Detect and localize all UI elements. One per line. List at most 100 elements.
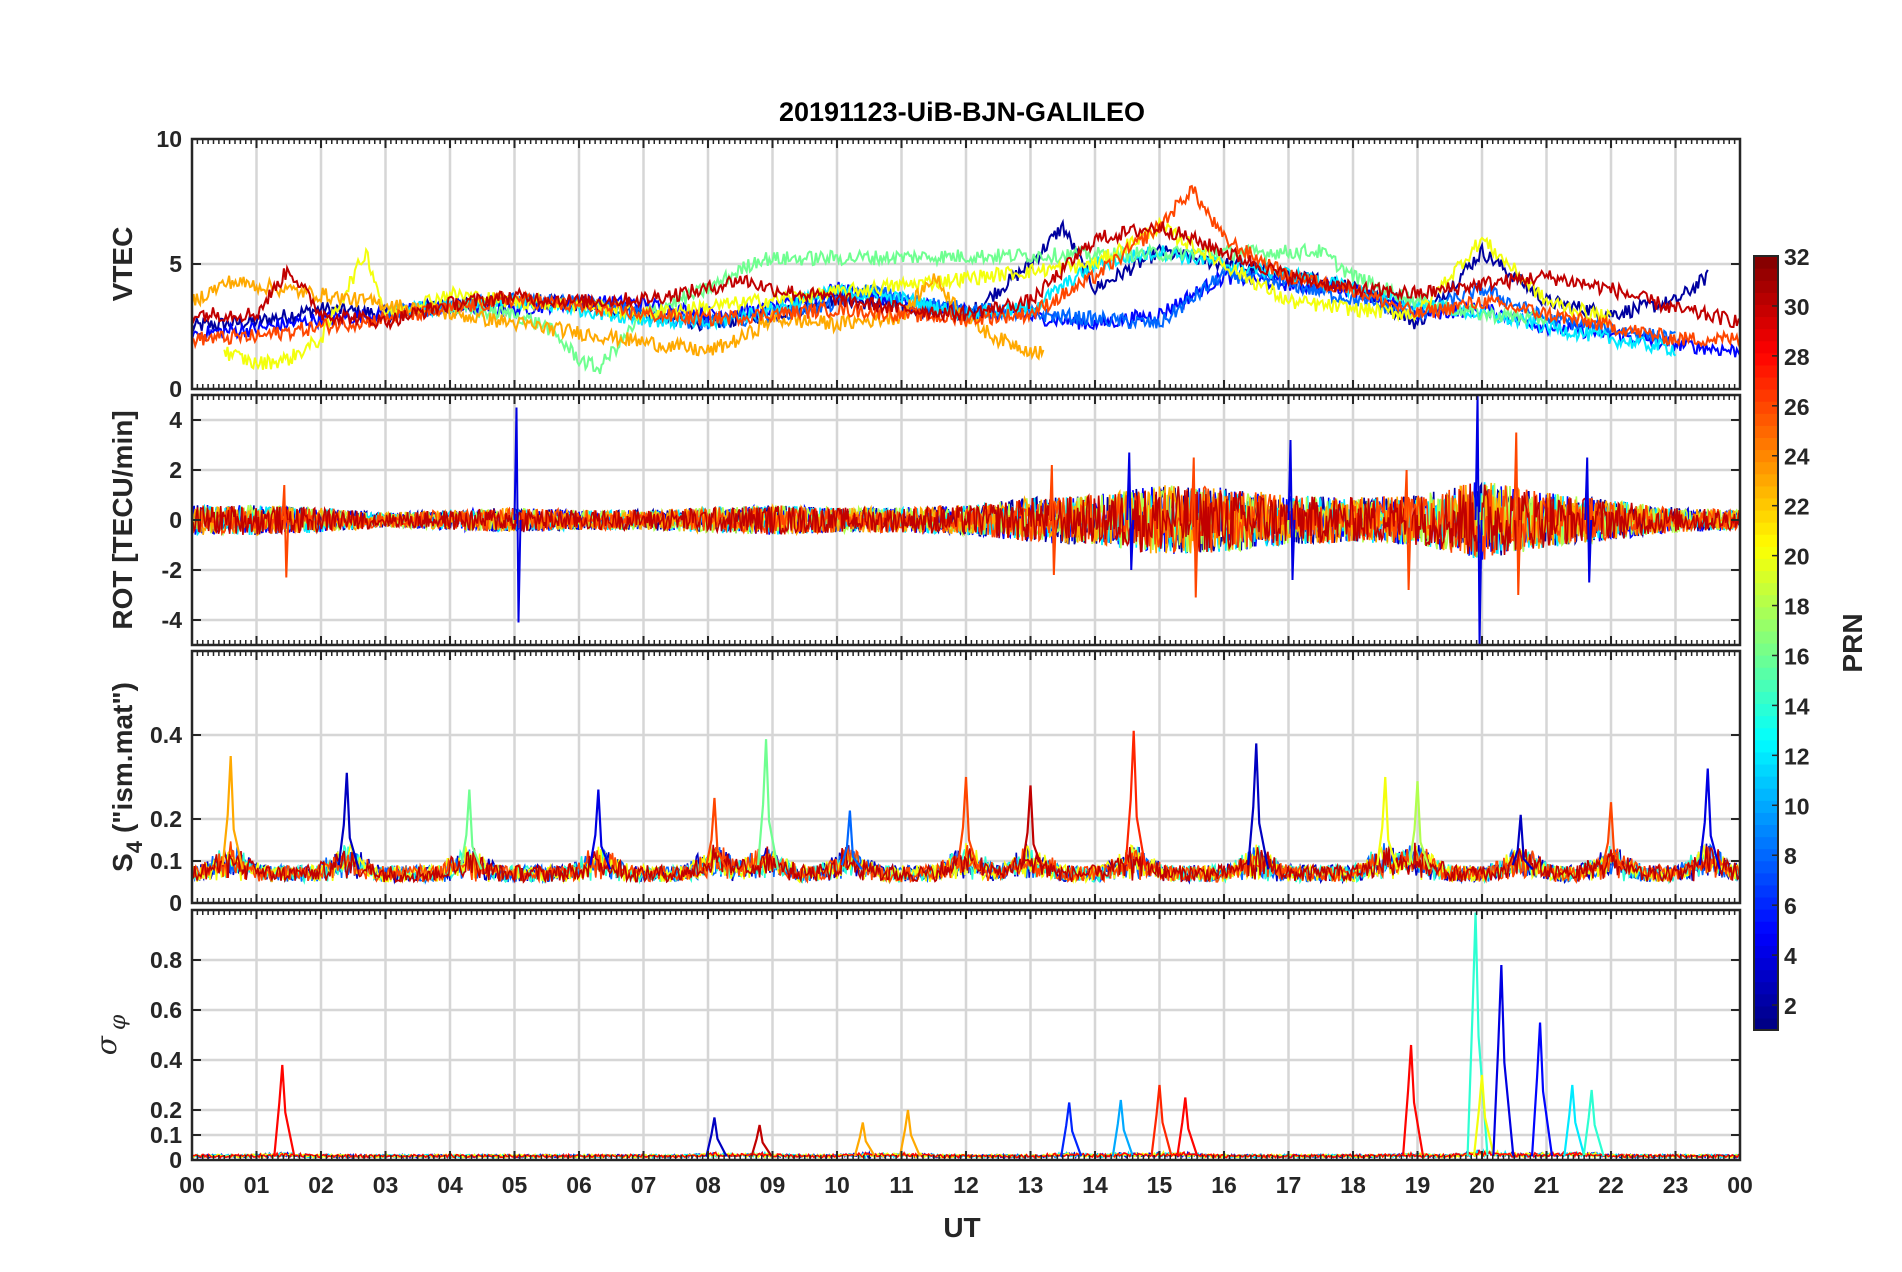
- x-tick-label: 02: [308, 1172, 334, 1198]
- sigma_phi-peak-prn-12: [1563, 1084, 1586, 1157]
- colorbar-segment: [1754, 1017, 1778, 1031]
- colorbar-tick-label: 10: [1784, 793, 1810, 819]
- colorbar-tick-label: 14: [1784, 693, 1810, 719]
- rot-spike: [1584, 457, 1593, 583]
- x-tick-label: 00: [1727, 1172, 1753, 1198]
- rot-spike: [281, 484, 290, 578]
- colorbar-label: PRN: [1837, 613, 1868, 672]
- colorbar-segment: [1754, 630, 1778, 644]
- vtec-series-prn-16: [449, 242, 1548, 375]
- x-tick-label: 06: [566, 1172, 592, 1198]
- colorbar-segment: [1754, 316, 1778, 330]
- x-tick-label: 22: [1598, 1172, 1624, 1198]
- colorbar-segment: [1754, 896, 1778, 910]
- sigma_phi-peak-prn-10: [1111, 1099, 1134, 1157]
- y-tick-label-sigma_phi: 0.4: [150, 1047, 182, 1073]
- colorbar-segment: [1754, 909, 1778, 922]
- y-axis-label-vtec: VTEC: [107, 227, 138, 302]
- colorbar-segment: [1754, 328, 1778, 342]
- rot-spike: [1287, 439, 1296, 581]
- s4-peak-prn-26: [956, 776, 980, 870]
- x-tick-label: 01: [244, 1172, 270, 1198]
- colorbar-segment: [1754, 401, 1778, 414]
- sigma_phi-peak-prn-5: [1530, 1022, 1554, 1157]
- x-tick-label: 03: [373, 1172, 399, 1198]
- colorbar-segment: [1754, 969, 1778, 983]
- y-tick-label-sigma_phi: 0.6: [150, 997, 182, 1023]
- vtec-series-prn-26: [192, 184, 1740, 350]
- colorbar-tick-label: 22: [1784, 494, 1810, 520]
- sigma_phi-peak-prn-28: [273, 1064, 296, 1157]
- y-tick-label-s4: 0.2: [150, 806, 182, 832]
- colorbar-tick-label: 4: [1784, 943, 1797, 969]
- s4-peak-prn-27: [1124, 730, 1147, 870]
- x-tick-label: 13: [1018, 1172, 1044, 1198]
- colorbar-segment: [1754, 727, 1778, 741]
- x-tick-label: 10: [824, 1172, 850, 1198]
- colorbar-segment: [1754, 594, 1778, 608]
- s4-peak-prn-16: [460, 789, 483, 870]
- s4-peak-prn-3: [337, 772, 360, 870]
- colorbar-segment: [1754, 606, 1778, 620]
- s4-peak-prn-4: [589, 789, 612, 870]
- rot-spike: [1513, 432, 1522, 596]
- x-tick-label: 14: [1082, 1172, 1108, 1198]
- colorbar-segment: [1754, 340, 1778, 354]
- s4-peak-prn-3: [1247, 743, 1270, 870]
- s4-peak-prn-8: [840, 810, 863, 871]
- colorbar-tick-label: 32: [1784, 244, 1810, 270]
- colorbar-tick-label: 28: [1784, 344, 1810, 370]
- sigma_phi-peak-prn-4: [1492, 964, 1515, 1157]
- s4-peak-prn-23: [221, 755, 244, 870]
- x-ticks-rot: [191, 395, 1741, 645]
- colorbar-segment: [1754, 739, 1778, 753]
- colorbar-tick-label: 16: [1784, 643, 1810, 669]
- y-tick-label-rot: 2: [169, 457, 182, 483]
- colorbar-segment: [1754, 848, 1778, 862]
- panel-rot: -4 -2 0 2 4 ROT [TECU/min]: [107, 393, 1742, 647]
- colorbar-tick-label: 12: [1784, 743, 1810, 769]
- s4-peak-prn-4: [1698, 768, 1721, 870]
- x-tick-label: 17: [1276, 1172, 1302, 1198]
- colorbar-segment: [1754, 376, 1778, 390]
- colorbar-segment: [1754, 703, 1778, 717]
- sigma_phi-peak-prn-6: [1060, 1102, 1083, 1157]
- colorbar-segment: [1754, 582, 1778, 596]
- x-tick-label: 16: [1211, 1172, 1237, 1198]
- x-axis-label: UT: [943, 1212, 980, 1243]
- y-tick-label-rot: -2: [162, 557, 182, 583]
- y-tick-label-rot: 0: [169, 507, 182, 533]
- panel-sigma_phi: 00.10.2 0.4 0.6 0.8 σφ: [90, 908, 1742, 1173]
- colorbar-segment: [1754, 389, 1778, 402]
- s4-peak-prn-20: [1376, 776, 1399, 870]
- colorbar-segment: [1754, 933, 1778, 946]
- colorbar-segment: [1754, 1005, 1778, 1019]
- colorbar-segment: [1754, 751, 1778, 765]
- colorbar-segment: [1754, 691, 1778, 705]
- sigma_phi-peak-prn-27: [1150, 1084, 1173, 1157]
- y-axis-label-sigma-phi: σφ: [90, 1014, 131, 1055]
- colorbar-segment: [1754, 546, 1778, 559]
- y-tick-label-rot: 4: [169, 407, 182, 433]
- x-tick-label: 21: [1534, 1172, 1560, 1198]
- colorbar-segment: [1754, 304, 1778, 318]
- colorbar-segment: [1754, 945, 1778, 959]
- colorbar-segment: [1754, 643, 1778, 656]
- colorbar-segment: [1754, 364, 1778, 378]
- series-vtec: [192, 184, 1740, 375]
- colorbar-segment: [1754, 776, 1778, 789]
- series-s4: [192, 730, 1740, 885]
- sigma_phi-peak-prn-20: [1472, 1074, 1496, 1157]
- x-ticks-vtec: [191, 139, 1741, 389]
- y-tick-label-vtec: 10: [156, 126, 182, 152]
- x-tick-label: 19: [1405, 1172, 1431, 1198]
- panel-s4: 0 0.1 0.2 0.4S4("ism.mat"): [107, 649, 1742, 916]
- s4-series-prn-30: [192, 842, 1740, 884]
- x-tick-labels: 00 01 02 03 04 05 06 07 08 09 10 11 12 13 14 15 16 17 18 19…: [179, 1172, 1753, 1198]
- colorbar-segment: [1754, 860, 1778, 874]
- sigma_phi-peak-prn-23: [853, 1122, 876, 1157]
- sigma_phi-peak-prn-28: [1176, 1097, 1199, 1157]
- sigma_phi-peak-prn-23: [898, 1109, 921, 1157]
- colorbar-segment: [1754, 957, 1778, 971]
